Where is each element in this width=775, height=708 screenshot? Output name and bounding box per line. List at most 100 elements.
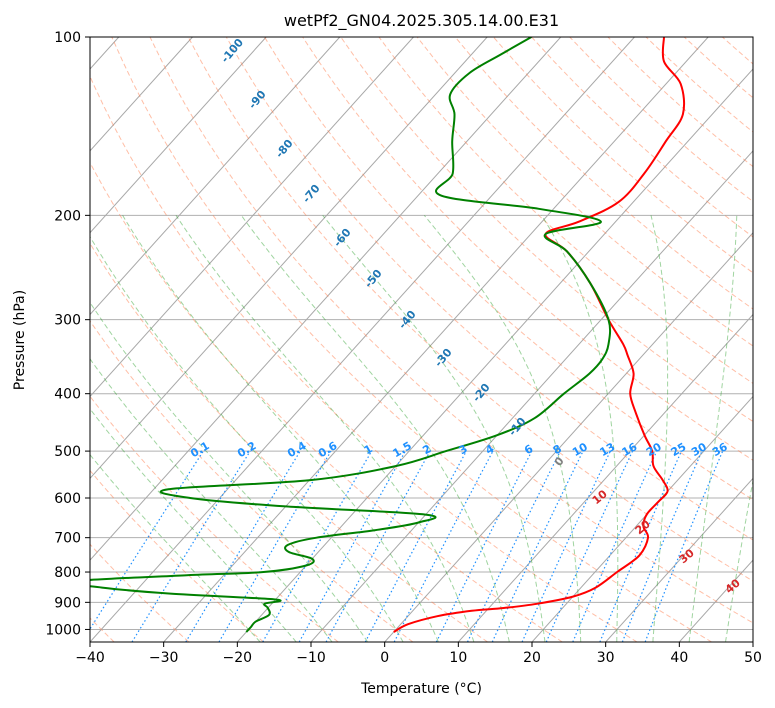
isotherm-line	[90, 37, 414, 398]
dry-adiabat-line	[302, 37, 753, 461]
isotherm-line	[605, 477, 753, 642]
dry-adiabat-line	[378, 37, 753, 385]
moist-adiabat-line	[541, 215, 619, 642]
isotherm-line	[163, 37, 709, 642]
x-tick-label: −10	[296, 650, 326, 666]
dry-adiabat-line	[187, 37, 753, 582]
y-tick-label: 900	[54, 595, 81, 611]
mixing-ratio-line	[325, 450, 431, 642]
dry-adiabat-line	[531, 37, 753, 238]
isotherm-line	[457, 313, 753, 642]
y-tick-label: 1000	[45, 622, 81, 638]
y-tick-label: 400	[54, 387, 81, 403]
moist-adiabat-line	[90, 235, 404, 642]
isotherm-line	[310, 150, 753, 642]
moist-adiabat-line	[240, 215, 510, 642]
dry-adiabat-line	[493, 37, 753, 274]
moist-adiabat-label: 20	[633, 517, 653, 537]
mixing-ratio-line	[90, 450, 204, 631]
dry-adiabat-line	[454, 37, 753, 310]
isotherm-line	[531, 395, 753, 642]
y-tick-label: 100	[54, 30, 81, 46]
plot-frame	[89, 36, 754, 643]
mixing-ratio-line	[545, 450, 634, 642]
temperature-line	[393, 37, 686, 633]
y-tick-label: 200	[54, 208, 81, 224]
isotherm-line	[90, 37, 488, 480]
x-tick-label: −40	[75, 650, 105, 666]
chart-title: wetPf2_GN04.2025.305.14.00.E31	[284, 11, 559, 31]
isotherm-line	[90, 37, 193, 152]
mixing-ratio-line	[185, 450, 301, 642]
isotherm-line	[752, 641, 753, 642]
mixing-ratio-line	[521, 450, 611, 642]
mixing-ratio-label: 1.5	[390, 439, 413, 460]
mixing-ratio-label: 0.4	[285, 439, 309, 460]
isotherm-line	[384, 232, 753, 642]
dry-adiabat-line	[90, 469, 264, 642]
y-axis-label: Pressure (hPa)	[12, 290, 28, 390]
axes: −40 −30 −20 −10 0 10 20 30 40 5010020030040050060…	[45, 30, 762, 666]
mixing-ratio-line	[621, 450, 703, 642]
mixing-ratio-label: 1	[362, 442, 375, 457]
moist-adiabat-line	[90, 301, 369, 642]
y-tick-label: 500	[54, 444, 81, 460]
mixing-ratio-line	[491, 450, 584, 642]
dry-adiabat-line	[90, 75, 638, 642]
mixing-ratio-label: 6	[522, 442, 535, 457]
isotherm-line	[90, 37, 341, 316]
y-tick-label: 600	[54, 491, 81, 507]
dry-adiabat-label: -100	[218, 36, 246, 66]
dry-adiabat-label: -80	[273, 137, 296, 161]
y-tick-label: 800	[54, 565, 81, 581]
mixing-ratio-label: 0.6	[316, 439, 340, 460]
moist-adiabat-line	[90, 453, 261, 642]
dry-adiabat-line	[225, 37, 753, 541]
isotherm-line	[90, 37, 635, 642]
isotherm-line	[236, 68, 753, 642]
x-axis-label: Temperature (°C)	[360, 681, 482, 697]
dry-adiabat-line	[340, 37, 753, 423]
dry-adiabat-label: -50	[362, 267, 385, 291]
dry-adiabat-line	[90, 242, 488, 642]
mixing-ratio-line	[131, 450, 251, 642]
dry-adiabat-line	[416, 37, 753, 347]
mixing-ratio-line	[644, 450, 724, 642]
mixing-ratio-label: 0.1	[188, 439, 211, 460]
moist-adiabat-line	[650, 215, 669, 642]
mixing-ratio-label: 30	[689, 440, 709, 459]
dry-adiabat-line	[90, 543, 190, 642]
dry-adiabat-line	[683, 37, 753, 99]
isotherm-line	[90, 37, 562, 561]
dry-adiabat-line	[111, 37, 712, 642]
y-tick-label: 300	[54, 313, 81, 329]
moist-adiabat-line	[322, 214, 546, 642]
moist-adiabat-line	[175, 215, 475, 642]
mixing-ratio-label: 25	[669, 440, 689, 459]
mixing-ratio-label: 10	[570, 440, 590, 459]
x-tick-label: 50	[744, 650, 762, 666]
dry-adiabat-label: 0	[552, 454, 567, 468]
isotherm-line	[90, 37, 267, 234]
moist-adiabat-label: 30	[677, 546, 697, 566]
mixing-ratio-label: 16	[620, 440, 640, 459]
x-tick-label: −20	[223, 650, 253, 666]
moist-adiabat-line	[423, 214, 582, 642]
dry-adiabat-line	[264, 37, 753, 501]
x-tick-label: 20	[523, 650, 541, 666]
sounding-series	[90, 37, 686, 633]
x-tick-label: 30	[597, 650, 615, 666]
dry-adiabat-line	[761, 37, 775, 642]
x-tick-label: 10	[449, 650, 467, 666]
mixing-ratio-line	[298, 450, 406, 642]
mixing-ratio-label: 4	[483, 442, 496, 457]
mixing-ratio-label: 20	[644, 440, 664, 459]
dry-adiabat-label: -70	[300, 182, 323, 206]
background-reference-lines	[90, 37, 775, 642]
moist-adiabat-line	[122, 215, 439, 642]
dry-adiabat-line	[149, 37, 753, 624]
mixing-ratio-line	[364, 450, 467, 642]
dry-adiabat-label: -10	[506, 415, 529, 439]
dry-adiabat-line	[90, 320, 414, 642]
